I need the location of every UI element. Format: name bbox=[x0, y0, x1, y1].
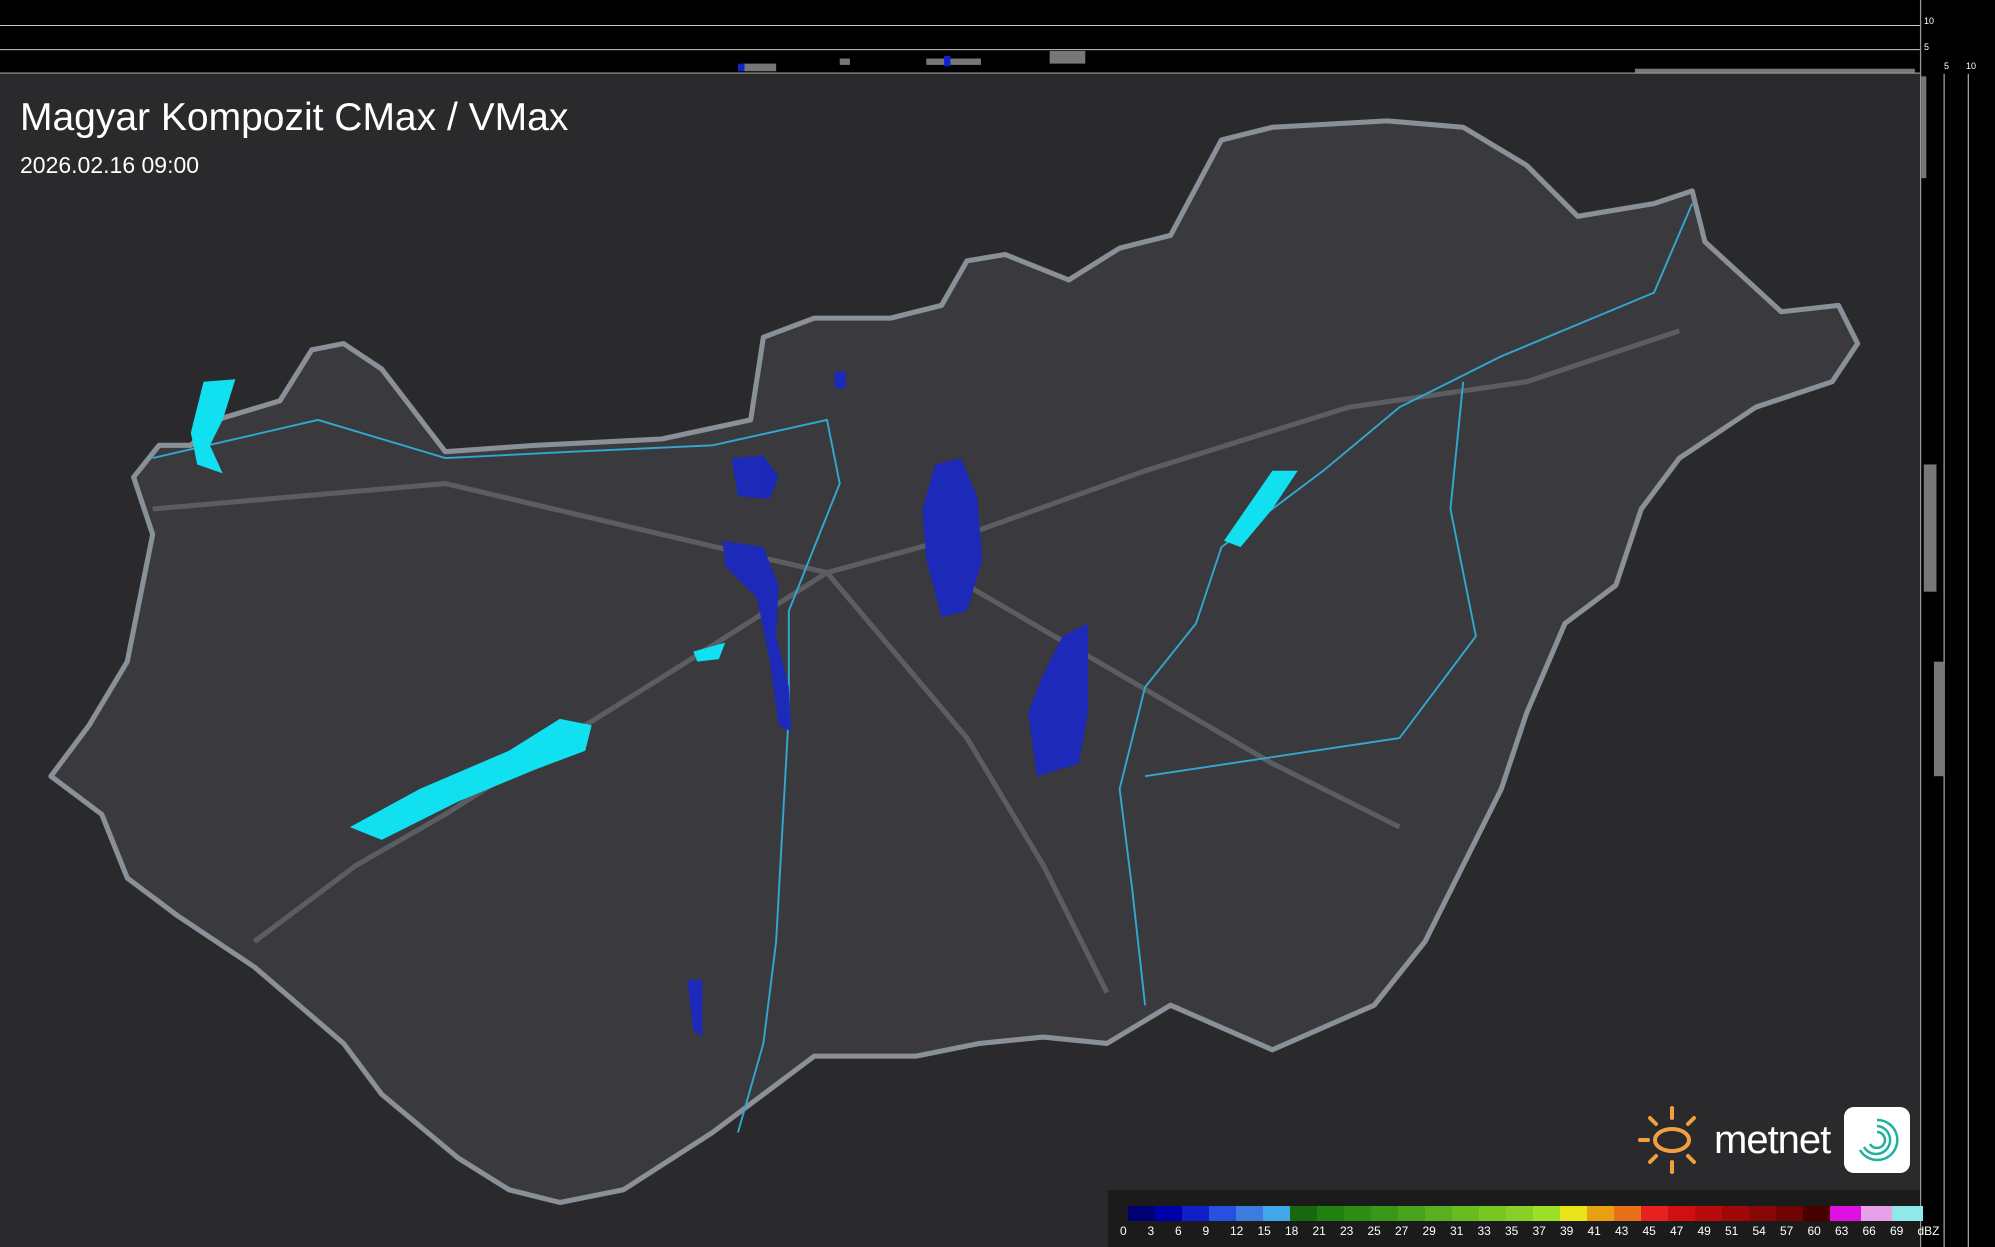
hungary-border bbox=[48, 118, 1861, 1206]
legend-swatch bbox=[1695, 1206, 1722, 1221]
legend-label: 3 bbox=[1147, 1224, 1155, 1238]
legend-swatch bbox=[1892, 1206, 1923, 1221]
lakes bbox=[190, 379, 1298, 840]
legend-label: 29 bbox=[1422, 1224, 1436, 1238]
legend-swatch bbox=[1236, 1206, 1263, 1221]
rivers bbox=[152, 203, 1694, 1133]
profile-echo-blue bbox=[737, 63, 745, 72]
legend-label: 0 bbox=[1120, 1224, 1127, 1238]
legend-swatch bbox=[1155, 1206, 1182, 1221]
legend-swatch bbox=[1128, 1206, 1155, 1221]
legend-swatch bbox=[1479, 1206, 1506, 1221]
legend-label: 45 bbox=[1642, 1224, 1656, 1238]
legend-swatch bbox=[1371, 1206, 1398, 1221]
legend-label: 21 bbox=[1312, 1224, 1326, 1238]
legend-label: 57 bbox=[1780, 1224, 1794, 1238]
precipitation-echoes bbox=[687, 371, 1088, 1038]
sun-icon bbox=[1638, 1106, 1696, 1174]
profile-echo-blue bbox=[944, 55, 951, 67]
profile-tick-label: 5 bbox=[1924, 42, 1930, 52]
legend-swatch bbox=[1182, 1206, 1209, 1221]
legend-label: 37 bbox=[1532, 1224, 1546, 1238]
legend-label: 9 bbox=[1202, 1224, 1210, 1238]
metnet-logo: metnet bbox=[1636, 1104, 1911, 1176]
legend-label: 47 bbox=[1670, 1224, 1684, 1238]
right-profile-panel bbox=[1919, 0, 1995, 1247]
legend-label: 54 bbox=[1752, 1224, 1766, 1238]
legend-unit: dBZ bbox=[1917, 1224, 1940, 1238]
swirl-icon bbox=[1859, 1118, 1899, 1162]
legend-swatch bbox=[1452, 1206, 1479, 1221]
legend-label: 15 bbox=[1257, 1224, 1271, 1238]
legend-swatch bbox=[1398, 1206, 1425, 1221]
legend-swatch bbox=[1425, 1206, 1452, 1221]
legend-label: 63 bbox=[1835, 1224, 1849, 1238]
lake-velence bbox=[693, 642, 726, 662]
logo-brand: metnet bbox=[1714, 1117, 1831, 1162]
legend-swatch bbox=[1263, 1206, 1290, 1221]
profile-tick-label: 10 bbox=[1924, 16, 1935, 26]
legend-swatch bbox=[1344, 1206, 1371, 1221]
legend-label: 60 bbox=[1807, 1224, 1821, 1238]
profile-tick-label: 10 bbox=[1966, 61, 1977, 71]
legend-swatch bbox=[1587, 1206, 1614, 1221]
legend-label: 66 bbox=[1862, 1224, 1876, 1238]
legend-label: 33 bbox=[1477, 1224, 1491, 1238]
lake-balaton bbox=[349, 718, 592, 840]
legend-label: 31 bbox=[1450, 1224, 1464, 1238]
legend-label: 6 bbox=[1175, 1224, 1182, 1238]
legend-swatch bbox=[1668, 1206, 1695, 1221]
top-profile-panel bbox=[0, 0, 1995, 74]
legend-label: 69 bbox=[1890, 1224, 1904, 1238]
legend-swatch bbox=[1722, 1206, 1749, 1221]
legend-swatch bbox=[1803, 1206, 1830, 1221]
swirl-logo bbox=[1844, 1107, 1911, 1173]
legend-label: 23 bbox=[1340, 1224, 1354, 1238]
profile-tick-label: 5 bbox=[1944, 61, 1950, 71]
dbz-legend: 0 3 6 9 12 15 18 21 23 25 27 29 31 33 35 37 39 41 43 45 47 49… bbox=[1108, 1190, 1940, 1247]
legend-swatch bbox=[1209, 1206, 1236, 1221]
profile-echoes bbox=[744, 50, 1945, 777]
legend-swatch bbox=[1290, 1206, 1317, 1221]
legend-label: 18 bbox=[1285, 1224, 1299, 1238]
legend-label: 49 bbox=[1697, 1224, 1711, 1238]
legend-swatch bbox=[1560, 1206, 1587, 1221]
legend-labels: 0 3 6 9 12 15 18 21 23 25 27 29 31 33 35 37 39 41 43 45 47 49… bbox=[1120, 1224, 1949, 1238]
legend-swatch bbox=[1641, 1206, 1668, 1221]
legend-label: 51 bbox=[1725, 1224, 1739, 1238]
map-timestamp: 2026.02.16 09:00 bbox=[20, 152, 200, 178]
legend-swatch bbox=[1861, 1206, 1892, 1221]
legend-label: 41 bbox=[1587, 1224, 1601, 1238]
legend-swatch bbox=[1506, 1206, 1533, 1221]
lake-tisza bbox=[1223, 470, 1298, 548]
lake-ferto bbox=[190, 379, 236, 474]
legend-label: 35 bbox=[1505, 1224, 1519, 1238]
legend-swatch bbox=[1776, 1206, 1803, 1221]
legend-swatch bbox=[1830, 1206, 1861, 1221]
legend-label: 12 bbox=[1230, 1224, 1244, 1238]
legend-swatch bbox=[1533, 1206, 1560, 1221]
legend-label: 43 bbox=[1615, 1224, 1629, 1238]
legend-swatch bbox=[1317, 1206, 1344, 1221]
legend-label: 39 bbox=[1560, 1224, 1574, 1238]
legend-label: 27 bbox=[1395, 1224, 1409, 1238]
legend-swatch bbox=[1749, 1206, 1776, 1221]
legend-swatch bbox=[1614, 1206, 1641, 1221]
map-title: Magyar Kompozit CMax / VMax bbox=[20, 96, 569, 139]
legend-label: 25 bbox=[1367, 1224, 1381, 1238]
legend-color-bar bbox=[1128, 1206, 1923, 1221]
